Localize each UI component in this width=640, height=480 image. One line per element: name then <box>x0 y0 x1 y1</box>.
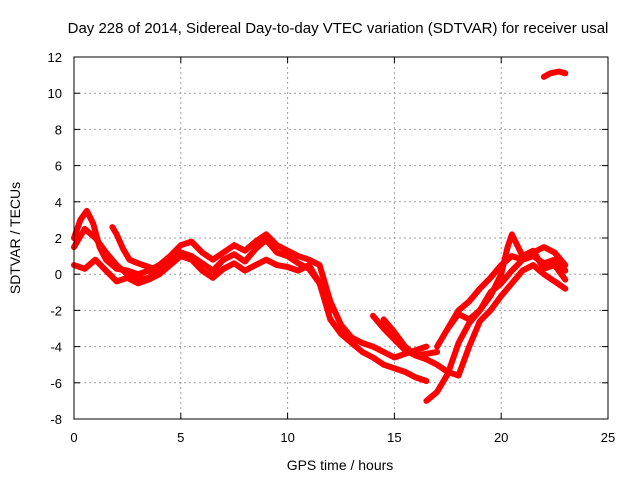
series-line-track-j <box>540 68 569 80</box>
y-axis-label: SDTVAR / TECUs <box>7 182 23 294</box>
y-tick-label: 12 <box>48 50 62 65</box>
series-line-track-d <box>109 224 163 274</box>
y-tick-label: -2 <box>50 303 62 318</box>
series-line-track-c <box>71 253 334 314</box>
x-tick-labels: 0 5 10 15 20 25 <box>70 430 615 445</box>
series-line-track-b <box>71 225 430 384</box>
series-line-track-g <box>423 231 569 404</box>
y-tick-labels: -8 -6 -4 -2 0 2 4 6 8 10 12 <box>48 50 62 427</box>
y-tick-label: 4 <box>55 195 62 210</box>
series-line-track-a <box>71 207 430 361</box>
x-tick-label: 0 <box>70 430 77 445</box>
chart-title: Day 228 of 2014, Sidereal Day-to-day VTE… <box>68 20 609 37</box>
y-tick-label: -4 <box>50 340 62 355</box>
series-line-track-f <box>380 262 569 379</box>
y-tick-label: 0 <box>55 267 62 282</box>
y-tick-label: 2 <box>55 231 62 246</box>
grid <box>74 57 608 419</box>
series-line-track-h <box>434 244 569 350</box>
x-tick-label: 20 <box>494 430 508 445</box>
series-line-track-i <box>444 253 569 332</box>
x-tick-label: 25 <box>601 430 615 445</box>
x-axis-label: GPS time / hours <box>287 457 394 473</box>
x-tick-label: 10 <box>280 430 294 445</box>
y-tick-label: -6 <box>50 376 62 391</box>
y-tick-label: -8 <box>50 412 62 427</box>
y-tick-label: 10 <box>48 86 62 101</box>
series-group <box>71 68 569 404</box>
y-tick-label: 6 <box>55 159 62 174</box>
x-tick-label: 15 <box>387 430 401 445</box>
y-tick-label: 8 <box>55 122 62 137</box>
plot-frame <box>73 56 609 420</box>
x-tick-label: 5 <box>177 430 184 445</box>
